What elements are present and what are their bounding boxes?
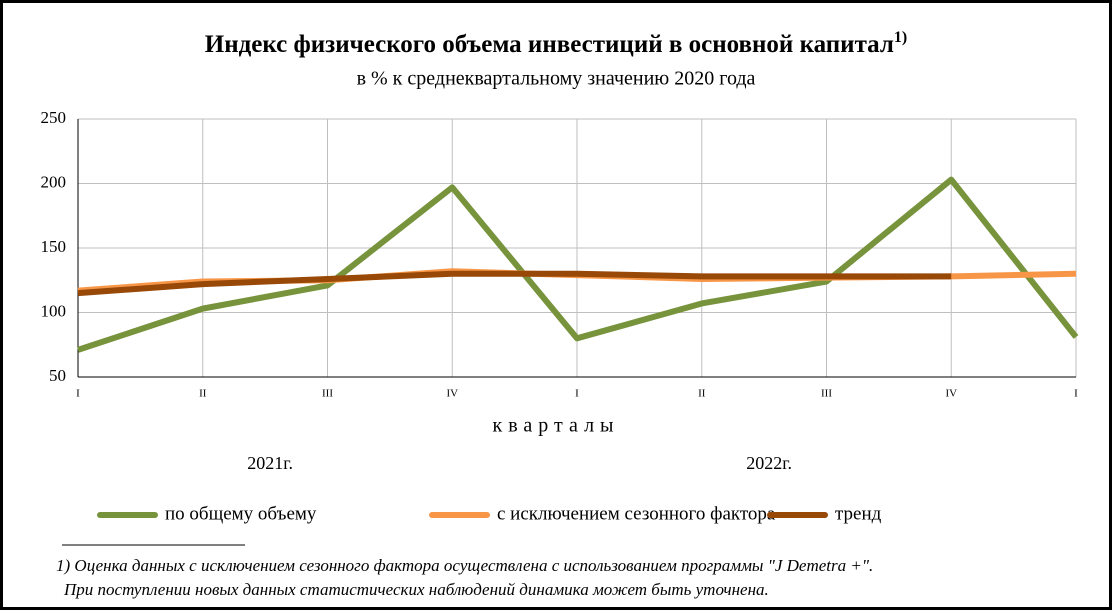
x-tick-label: II	[199, 388, 207, 400]
footnote-line: При поступлении новых данных статистичес…	[63, 580, 769, 599]
x-tick-label: IV	[446, 388, 458, 400]
x-tick-label: I	[1074, 388, 1078, 400]
legend-label: по общему объему	[165, 503, 317, 524]
year-label: 2021г.	[247, 453, 293, 473]
legend-label: с исключением сезонного фактора	[497, 503, 776, 524]
footnote-line: 1) Оценка данных с исключением сезонного…	[56, 556, 873, 575]
chart-title-group: Индекс физического объема инвестиций в о…	[205, 29, 908, 58]
legend-label: тренд	[835, 503, 882, 524]
x-tick-label: I	[575, 388, 579, 400]
y-tick-label: 150	[41, 237, 67, 256]
x-tick-label: I	[76, 388, 80, 400]
x-axis-label: кварталы	[493, 415, 620, 437]
subtitle: в % к среднеквартальному значению 2020 г…	[357, 68, 756, 90]
chart-title: Индекс физического объема инвестиций в о…	[205, 31, 894, 58]
y-tick-label: 250	[41, 108, 67, 127]
x-tick-label: III	[821, 388, 832, 400]
y-tick-label: 100	[41, 301, 67, 320]
x-tick-label: IV	[945, 388, 957, 400]
x-tick-label: II	[698, 388, 706, 400]
y-tick-label: 50	[49, 366, 66, 385]
year-label: 2022г.	[746, 453, 792, 473]
title-note: 1)	[894, 29, 907, 46]
series-line	[77, 176, 1079, 353]
series-line	[77, 270, 952, 297]
y-tick-label: 200	[41, 172, 67, 191]
x-tick-label: III	[322, 388, 333, 400]
